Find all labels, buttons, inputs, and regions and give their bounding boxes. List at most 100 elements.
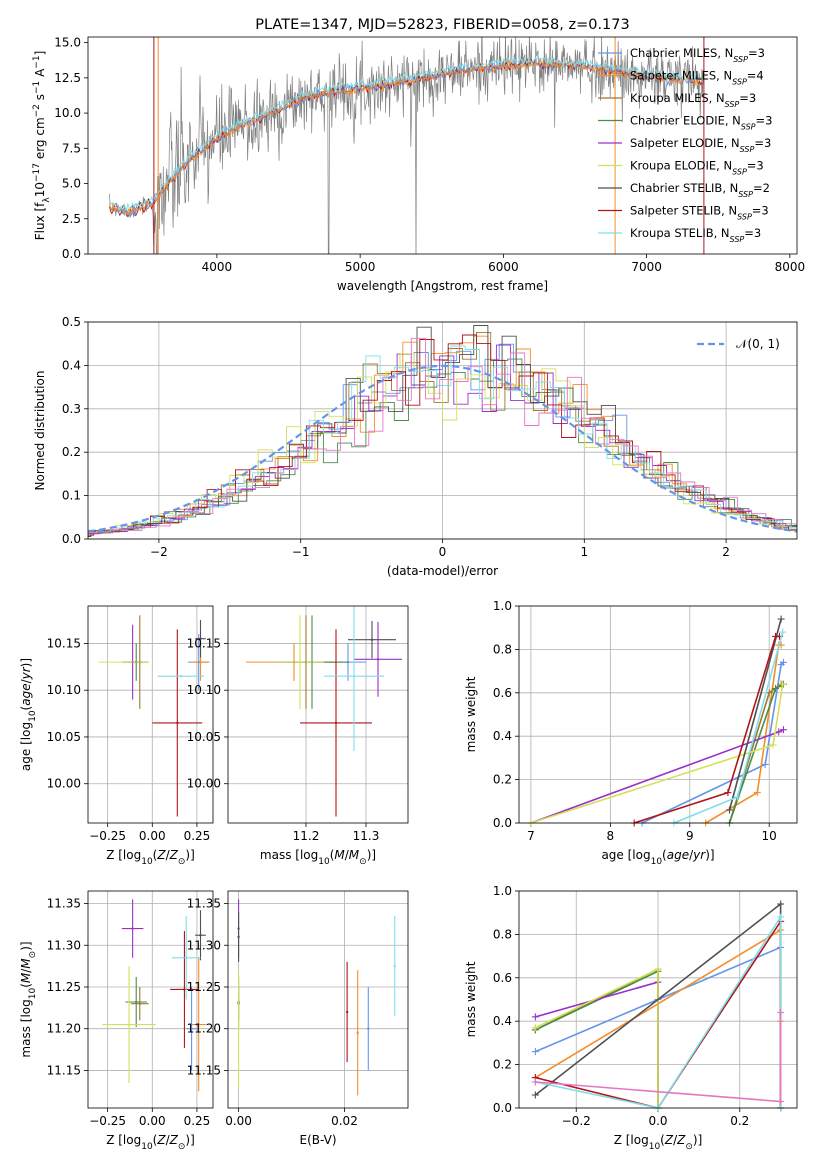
y-tick-label: 0.6 (493, 971, 512, 985)
histogram-step-line (88, 337, 797, 534)
data-point (298, 660, 302, 664)
massweight-vs-Z-panel: −0.2 0.0 0.2 0.0 0.2 0.4 0.6 0.8 1.0 Z [log10(Z/Z… (464, 884, 798, 1152)
y-tick-label: 5.0 (62, 177, 81, 191)
y-tick-label: 15.0 (54, 36, 81, 50)
x-tick-label: 11.3 (353, 829, 380, 843)
chart-title: PLATE=1347, MJD=52823, FIBERID=0058, z=0… (255, 17, 629, 33)
y-tick-label: 11.30 (47, 938, 81, 952)
data-point (135, 1000, 138, 1004)
y-tick-label: 11.35 (187, 897, 221, 911)
x-axis-label: wavelength [Angstrom, rest frame] (337, 279, 548, 293)
y-tick-label: 0.0 (493, 816, 512, 830)
data-point (199, 660, 202, 664)
spectrum-panel: 4000 5000 6000 7000 8000 0.0 2.5 5.0 7.5 10.0 12.5… (32, 17, 805, 293)
axes-frame (87, 890, 214, 1109)
y-tick-label: 11.15 (187, 1063, 221, 1077)
y-tick-label: 0.3 (62, 402, 81, 416)
data-point (122, 660, 125, 664)
data-point (376, 658, 380, 661)
histogram-step-line (88, 334, 797, 536)
x-tick-label: 10 (762, 829, 777, 843)
data-point (356, 1031, 359, 1035)
y-tick-label: 10.10 (187, 683, 221, 697)
legend-label: Kroupa ELODIE, NSSP=3 (630, 159, 764, 177)
y-tick-label: 0.0 (493, 1101, 512, 1115)
x-tick-label: 6000 (488, 260, 519, 274)
data-point (237, 935, 240, 939)
data-point (127, 1023, 131, 1026)
y-tick-label: 0.2 (62, 445, 81, 459)
y-axis-label: Normed distribution (33, 371, 47, 491)
x-tick-label: 7000 (631, 260, 662, 274)
histogram-step-line (88, 353, 797, 536)
data-point (197, 1023, 200, 1026)
x-tick-label: 5000 (345, 260, 376, 274)
legend-label: Chabrier MILES, NSSP=3 (630, 46, 765, 64)
legend-label: Chabrier ELODIE, NSSP=3 (630, 114, 772, 132)
y-tick-label: 0.4 (493, 1014, 512, 1028)
y-tick-label: 11.35 (47, 897, 81, 911)
y-tick-label: 0.4 (493, 729, 512, 743)
data-point (199, 637, 202, 640)
axes-frame (87, 605, 214, 824)
x-tick-label: 0.02 (331, 1114, 358, 1128)
x-tick-label: 0.00 (139, 829, 166, 843)
legend-label: Kroupa STELIB, NSSP=3 (630, 226, 761, 244)
y-axis-label: mass [log10(M/M⊙)] (19, 941, 38, 1057)
series-line (728, 618, 782, 811)
axes-frame (227, 890, 409, 1109)
data-point (393, 964, 396, 968)
x-tick-label: 11.2 (293, 829, 320, 843)
x-tick-label: 2 (722, 545, 730, 559)
x-axis-label: E(B-V) (299, 1133, 336, 1147)
x-tick-label: 4000 (202, 260, 233, 274)
axes-frame (518, 605, 798, 824)
histogram-step-line (88, 345, 797, 534)
y-tick-label: 0.0 (62, 247, 81, 261)
massweight-vs-age-panel: 7 8 9 10 0.0 0.2 0.4 0.6 0.8 1.0 age [log10(age/yr… (464, 599, 798, 867)
y-tick-label: 0.8 (493, 642, 512, 656)
legend-label: Chabrier STELIB, NSSP=2 (630, 181, 770, 199)
data-point (334, 721, 338, 725)
y-tick-label: 11.25 (47, 980, 81, 994)
model-spectrum-line (109, 58, 704, 216)
y-tick-label: 1.0 (493, 599, 512, 613)
y-axis-label: mass weight (464, 961, 478, 1037)
axes-frame (518, 890, 798, 1109)
x-tick-label: −0.25 (89, 829, 126, 843)
mass-vs-ebv-panel: 0.00 0.02 11.15 11.20 11.25 11.30 11.35 E(B-V) (187, 890, 409, 1147)
y-tick-label: 12.5 (54, 71, 81, 85)
axes-frame (87, 321, 798, 540)
y-tick-label: 11.30 (187, 938, 221, 952)
data-point (176, 721, 179, 725)
y-tick-label: 10.15 (187, 636, 221, 650)
x-axis-label: mass [log10(M/M⊙)] (260, 848, 376, 867)
x-tick-label: −0.25 (89, 1114, 126, 1128)
x-tick-label: 1 (580, 545, 588, 559)
x-tick-label: 0.2 (730, 1114, 749, 1128)
x-axis-label: Z [log10(Z/Z⊙)] (106, 848, 195, 867)
x-axis-label: (data-model)/error (387, 564, 498, 578)
x-tick-label: −2 (150, 545, 168, 559)
y-tick-label: 10.05 (187, 730, 221, 744)
y-tick-label: 10.00 (47, 777, 81, 791)
data-point (131, 927, 134, 930)
x-tick-label: 8000 (775, 260, 806, 274)
y-axis-label: mass weight (464, 676, 478, 752)
legend-label: 𝒩(0, 1) (736, 337, 780, 351)
series-line (641, 661, 785, 823)
observed-spectrum-line (109, 37, 704, 254)
y-tick-label: 10.05 (47, 730, 81, 744)
legend-label: Salpeter ELODIE, NSSP=3 (630, 136, 771, 154)
legend-label: Salpeter STELIB, NSSP=3 (630, 204, 769, 222)
y-tick-label: 0.5 (62, 315, 81, 329)
x-tick-label: 9 (686, 829, 694, 843)
x-tick-label: 8 (607, 829, 615, 843)
y-tick-label: 11.20 (187, 1022, 221, 1036)
legend: Chabrier MILES, NSSP=3 Salpeter MILES, NS… (598, 46, 772, 244)
mass-vs-Z-panel: −0.25 0.00 0.25 11.15 11.20 11.25 11.30 11.35 Z … (19, 890, 214, 1152)
age-vs-Z-panel: −0.25 0.00 0.25 10.00 10.05 10.10 10.15 Z [log1… (19, 605, 214, 867)
legend-label: Kroupa MILES, NSSP=3 (630, 91, 756, 109)
data-point (370, 638, 374, 641)
data-point (183, 988, 186, 991)
